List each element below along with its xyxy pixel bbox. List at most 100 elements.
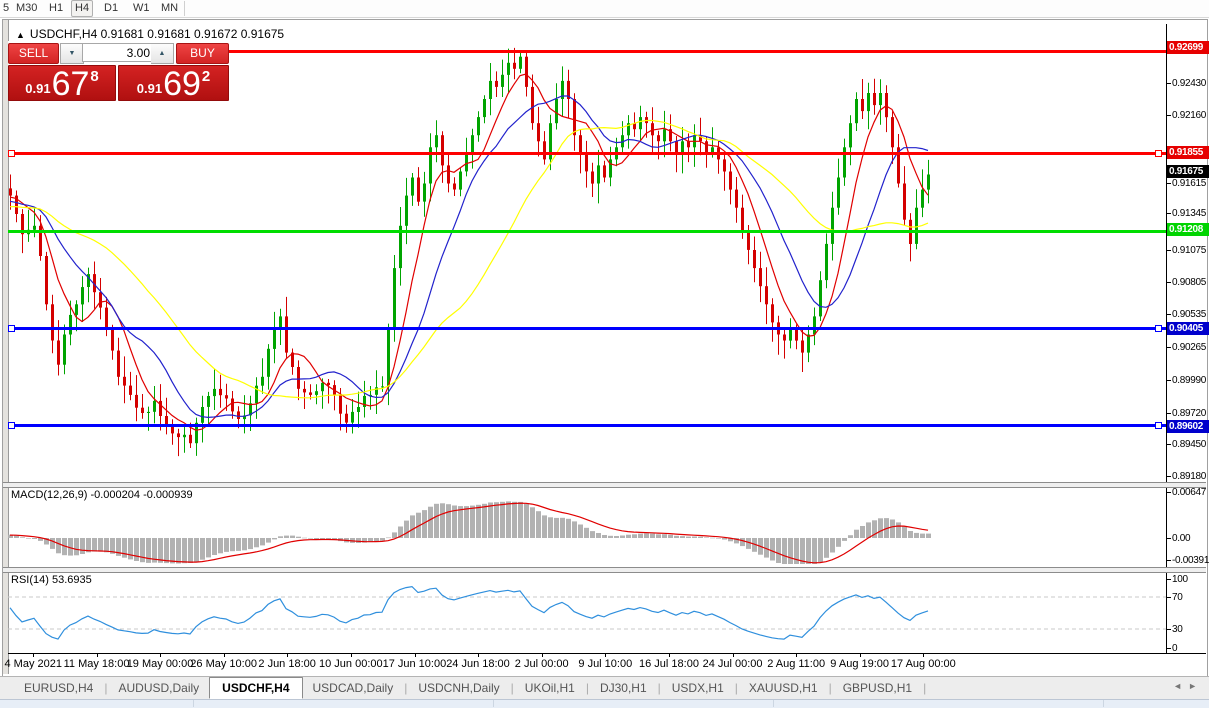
status-divider bbox=[773, 700, 774, 707]
tf-button-mn[interactable]: MN bbox=[161, 2, 179, 14]
time-tick bbox=[160, 653, 161, 657]
price-tick bbox=[1166, 314, 1171, 315]
tab-eurusd-h4[interactable]: EURUSD,H4 bbox=[24, 681, 94, 695]
sell-price-button[interactable]: 0.91 67 8 bbox=[8, 65, 116, 101]
tf-button-h4[interactable]: H4 bbox=[71, 0, 94, 17]
status-divider bbox=[493, 700, 494, 707]
horizontal-line-0.92699[interactable] bbox=[8, 49, 1166, 53]
price-tick bbox=[1166, 83, 1171, 84]
price-badge-0.91675: 0.91675 bbox=[1167, 165, 1209, 178]
hline-handle-left[interactable] bbox=[8, 149, 15, 157]
time-label: 2 Aug 11:00 bbox=[767, 658, 826, 670]
collapse-arrow-icon[interactable]: ▲ bbox=[16, 30, 25, 40]
volume-decrease-button[interactable]: ▼ bbox=[60, 43, 84, 64]
tab-separator: | bbox=[657, 681, 661, 695]
price-tick-label: 0.89180 bbox=[1172, 471, 1207, 482]
sell-price-sup: 8 bbox=[90, 68, 99, 85]
hline-handle-left[interactable] bbox=[8, 324, 15, 332]
macd-axis-tick bbox=[1166, 492, 1171, 493]
sell-price-big: 67 bbox=[51, 65, 90, 103]
status-divider bbox=[1103, 700, 1104, 707]
chart-title-text: USDCHF,H4 0.91681 0.91681 0.91672 0.9167… bbox=[29, 27, 285, 41]
tf-button-w1[interactable]: W1 bbox=[133, 2, 150, 14]
price-tick-label: 0.91345 bbox=[1172, 208, 1207, 219]
time-tick bbox=[478, 653, 479, 657]
time-label: 2 Jul 00:00 bbox=[514, 658, 569, 670]
volume-input[interactable] bbox=[82, 43, 154, 62]
price-tick bbox=[1166, 213, 1171, 214]
tab-usdchf-h4[interactable]: USDCHF,H4 bbox=[209, 677, 303, 699]
time-tick bbox=[733, 653, 734, 657]
rsi-canvas[interactable] bbox=[8, 572, 1166, 653]
macd-axis-tick bbox=[1166, 538, 1171, 539]
rsi-splitter[interactable] bbox=[3, 567, 1206, 573]
rsi-label: RSI(14) 53.6935 bbox=[11, 574, 92, 586]
hline-handle-right[interactable] bbox=[1155, 149, 1162, 157]
buy-price-prefix: 0.91 bbox=[136, 81, 163, 96]
volume-increase-button[interactable]: ▲ bbox=[151, 43, 174, 64]
tab-audusd-daily[interactable]: AUDUSD,Daily bbox=[118, 681, 200, 695]
sell-button[interactable]: SELL bbox=[8, 43, 59, 64]
tab-separator: | bbox=[828, 681, 832, 695]
time-label: 26 May 10:00 bbox=[190, 658, 257, 670]
scroll-left-icon[interactable]: ◄ bbox=[1173, 681, 1189, 691]
tab-xauusd-h1[interactable]: XAUUSD,H1 bbox=[748, 681, 818, 695]
time-tick bbox=[860, 653, 861, 657]
buy-price-sup: 2 bbox=[201, 68, 211, 85]
rsi-axis-tick bbox=[1166, 579, 1171, 580]
price-tick-label: 0.90535 bbox=[1172, 309, 1207, 320]
main-price-canvas[interactable] bbox=[8, 24, 1166, 481]
time-label: 9 Jul 10:00 bbox=[578, 658, 633, 670]
time-label: 17 Aug 00:00 bbox=[890, 658, 956, 670]
buy-price-button[interactable]: 0.91 69 2 bbox=[118, 65, 229, 101]
tf-button-m30[interactable]: M30 bbox=[16, 2, 38, 14]
tab-usdx-h1[interactable]: USDX,H1 bbox=[671, 681, 724, 695]
horizontal-line-0.91855[interactable] bbox=[8, 151, 1166, 155]
tab-gbpusd-h1[interactable]: GBPUSD,H1 bbox=[842, 681, 913, 695]
tab-separator: | bbox=[585, 681, 589, 695]
hline-handle-right[interactable] bbox=[1155, 324, 1162, 332]
price-tick bbox=[1166, 380, 1171, 381]
tab-separator: | bbox=[510, 681, 514, 695]
time-tick bbox=[351, 653, 352, 657]
tab-usdcnh-daily[interactable]: USDCNH,Daily bbox=[418, 681, 500, 695]
time-label: 19 May 00:00 bbox=[126, 658, 194, 670]
hline-handle-right[interactable] bbox=[1155, 421, 1162, 429]
time-tick bbox=[224, 653, 225, 657]
horizontal-line-0.89602[interactable] bbox=[8, 423, 1166, 427]
price-tick bbox=[1166, 282, 1171, 283]
price-badge-0.92699: 0.92699 bbox=[1167, 41, 1209, 54]
rsi-axis-tick bbox=[1166, 597, 1171, 598]
rsi-axis-tick bbox=[1166, 648, 1171, 649]
tf-button-h1[interactable]: H1 bbox=[49, 2, 64, 14]
horizontal-line-0.90405[interactable] bbox=[8, 326, 1166, 330]
tab-scroll-arrows[interactable]: ◄► bbox=[1173, 681, 1203, 691]
time-tick bbox=[97, 653, 98, 657]
buy-button[interactable]: BUY bbox=[176, 43, 229, 64]
tab-usdcad-daily[interactable]: USDCAD,Daily bbox=[312, 681, 394, 695]
up-arrow-icon: ▲ bbox=[158, 50, 166, 57]
macd-axis-label: 0.00 bbox=[1172, 533, 1191, 544]
macd-splitter[interactable] bbox=[3, 482, 1206, 488]
price-tick-label: 0.89990 bbox=[1172, 375, 1207, 386]
time-label: 4 May 2021 bbox=[4, 658, 62, 670]
price-tick bbox=[1166, 250, 1171, 251]
tab-dj30-h1[interactable]: DJ30,H1 bbox=[599, 681, 647, 695]
tf-button-m15[interactable]: 5 bbox=[3, 2, 10, 14]
time-tick bbox=[605, 653, 606, 657]
tab-ukoil-h1[interactable]: UKOil,H1 bbox=[524, 681, 575, 695]
rsi-axis-label: 100 bbox=[1172, 574, 1188, 585]
time-tick bbox=[415, 653, 416, 657]
time-label: 11 May 18:00 bbox=[63, 658, 130, 670]
macd-canvas[interactable] bbox=[8, 487, 1166, 567]
price-tick-label: 0.90265 bbox=[1172, 342, 1207, 353]
rsi-axis-tick bbox=[1166, 629, 1171, 630]
hline-handle-left[interactable] bbox=[8, 421, 15, 429]
time-tick bbox=[542, 653, 543, 657]
tf-button-d1[interactable]: D1 bbox=[104, 2, 119, 14]
horizontal-line-0.91208[interactable] bbox=[8, 229, 1166, 233]
price-badge-0.91208: 0.91208 bbox=[1167, 223, 1209, 236]
scroll-right-icon[interactable]: ► bbox=[1188, 681, 1203, 691]
